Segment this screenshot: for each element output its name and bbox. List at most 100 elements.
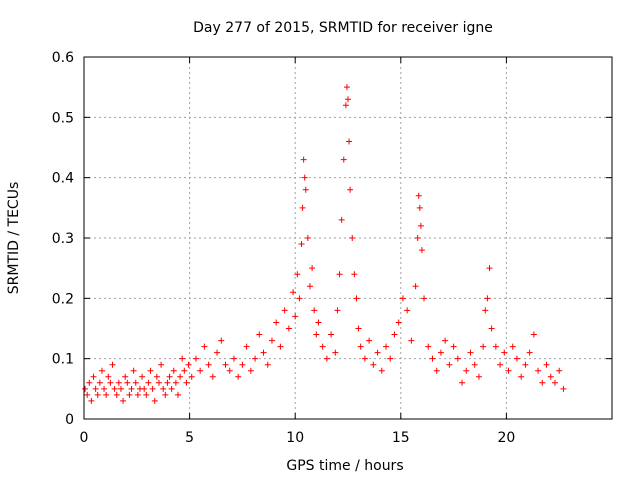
x-tick-label: 15	[392, 430, 410, 446]
data-point	[336, 271, 343, 278]
data-point	[509, 343, 516, 350]
data-point	[132, 379, 139, 386]
data-point	[467, 349, 474, 356]
data-point	[134, 391, 141, 398]
y-tick-label: 0	[65, 412, 74, 428]
data-point	[543, 361, 550, 368]
data-point	[332, 349, 339, 356]
data-point	[309, 265, 316, 272]
data-point	[522, 361, 529, 368]
data-point	[328, 331, 335, 338]
data-point	[166, 373, 173, 380]
data-point	[139, 373, 146, 380]
data-point	[334, 307, 341, 314]
data-point	[482, 307, 489, 314]
data-point	[450, 343, 457, 350]
data-point	[349, 235, 356, 241]
data-point	[235, 373, 242, 380]
data-point	[387, 355, 394, 362]
data-point	[109, 361, 116, 368]
data-point	[147, 367, 154, 374]
data-point	[226, 367, 233, 374]
data-point	[556, 367, 563, 374]
data-point	[120, 397, 127, 404]
data-point	[446, 361, 453, 368]
data-point	[126, 391, 133, 398]
data-point	[162, 391, 169, 398]
data-point	[197, 367, 204, 374]
data-point	[290, 289, 297, 296]
data-point	[391, 331, 398, 338]
data-point	[230, 355, 237, 362]
data-point	[243, 343, 250, 350]
data-point	[346, 138, 353, 145]
data-point	[513, 355, 520, 362]
data-point	[124, 379, 131, 386]
data-point	[471, 361, 478, 368]
data-point	[425, 343, 432, 350]
data-point	[96, 379, 103, 386]
data-point	[143, 391, 150, 398]
data-point	[160, 385, 167, 392]
data-point	[92, 385, 99, 392]
data-point	[319, 343, 326, 350]
data-point	[113, 391, 120, 398]
data-point	[264, 361, 271, 368]
x-tick-label: 5	[185, 430, 194, 446]
data-point	[454, 355, 461, 362]
data-point	[277, 343, 284, 350]
y-tick-label: 0.1	[52, 352, 74, 368]
data-point	[353, 295, 360, 302]
x-tick-label: 10	[286, 430, 304, 446]
data-point	[145, 379, 152, 386]
data-point	[177, 373, 184, 380]
data-point	[366, 337, 373, 344]
data-point	[281, 307, 288, 314]
data-point	[459, 379, 466, 386]
x-axis-title: GPS time / hours	[286, 458, 403, 474]
data-point	[492, 343, 499, 350]
data-point	[239, 361, 246, 368]
data-point	[486, 265, 493, 272]
data-point	[300, 156, 307, 163]
data-point	[214, 349, 221, 356]
data-point	[311, 307, 318, 314]
data-point	[412, 283, 419, 290]
data-point	[497, 361, 504, 368]
data-point	[383, 343, 390, 350]
data-point	[158, 361, 165, 368]
data-point	[370, 361, 377, 368]
data-point	[378, 367, 385, 374]
data-point	[357, 343, 364, 350]
data-point	[535, 367, 542, 374]
data-point	[94, 391, 101, 398]
data-point	[141, 385, 148, 392]
data-point	[299, 204, 306, 211]
data-point	[268, 337, 275, 344]
data-point	[273, 319, 280, 326]
data-point	[151, 397, 158, 404]
data-point	[192, 355, 199, 362]
data-point	[174, 391, 181, 398]
data-point	[302, 186, 309, 193]
data-point	[301, 174, 308, 181]
data-point	[172, 379, 179, 386]
data-point	[260, 349, 267, 356]
data-point	[98, 367, 105, 374]
data-point	[201, 343, 208, 350]
data-point	[560, 385, 567, 392]
data-point	[155, 379, 162, 386]
data-point	[347, 186, 354, 193]
data-point	[484, 295, 491, 302]
data-point	[539, 379, 546, 386]
y-tick-label: 0.3	[52, 231, 74, 247]
data-point	[130, 367, 137, 374]
data-point	[417, 222, 424, 229]
data-point	[90, 373, 97, 380]
data-point	[84, 391, 91, 398]
data-point	[505, 367, 512, 374]
data-point	[247, 367, 254, 374]
data-point	[547, 373, 554, 380]
data-point	[117, 385, 124, 392]
